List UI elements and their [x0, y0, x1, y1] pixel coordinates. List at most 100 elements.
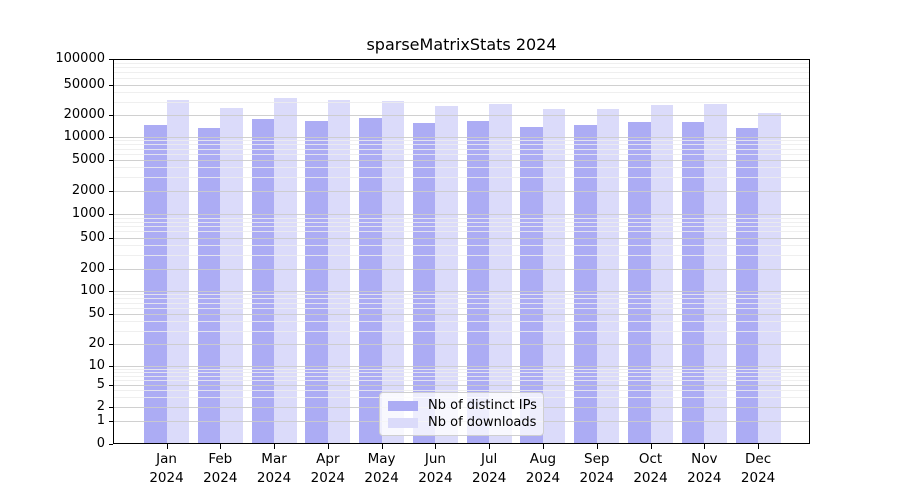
gridline-major [113, 313, 810, 315]
y-tick-mark [109, 385, 113, 386]
bar-distinct-ips-jul [466, 120, 490, 444]
y-tick-label: 10 [88, 358, 105, 373]
gridline-minor [113, 372, 810, 374]
y-tick-mark [109, 420, 113, 422]
gridline-minor [113, 390, 810, 392]
legend-item-downloads: Nb of downloads [388, 415, 537, 430]
gridline-minor [113, 375, 810, 377]
y-tick-mark [109, 214, 113, 216]
x-tick-label: Jun 2024 [418, 451, 453, 486]
legend-swatch-downloads [388, 417, 418, 428]
x-tick-mark [327, 444, 329, 449]
gridline-minor [113, 217, 810, 219]
gridline-minor [113, 140, 810, 142]
bar-distinct-ips-aug [520, 126, 543, 444]
y-tick-label: 10000 [63, 128, 105, 144]
gridline-major [113, 385, 810, 386]
y-tick-label: 500 [80, 229, 105, 245]
gridline-major [113, 160, 810, 161]
y-tick-mark [109, 268, 113, 270]
y-tick-mark [109, 313, 113, 315]
y-tick-label: 200 [80, 260, 105, 276]
bar-distinct-ips-jun [412, 123, 436, 444]
legend-swatch-distinct-ips [388, 400, 418, 411]
bar-downloads-dec [758, 112, 781, 444]
y-tick-mark [109, 291, 113, 292]
y-tick-label: 2000 [71, 182, 105, 198]
bar-distinct-ips-sep [574, 124, 597, 444]
y-tick-label: 5000 [71, 152, 105, 167]
bar-downloads-apr [327, 99, 351, 444]
gridline-major [113, 214, 810, 216]
bar-distinct-ips-jan [144, 124, 167, 444]
y-tick-label: 50000 [63, 77, 105, 92]
y-tick-mark [109, 237, 113, 239]
y-tick-label: 100000 [55, 51, 105, 66]
x-tick-label: Mar 2024 [256, 451, 292, 486]
gridline-minor [113, 298, 810, 300]
gridline-minor [113, 368, 810, 370]
gridline-minor [113, 294, 810, 296]
gridline-minor [113, 144, 810, 146]
bar-distinct-ips-oct [628, 121, 651, 444]
bar-downloads-jun [435, 105, 458, 444]
bar-downloads-nov [704, 103, 727, 444]
gridline-major [113, 85, 810, 86]
x-tick-label: May 2024 [364, 451, 399, 486]
x-tick-mark [758, 444, 760, 449]
y-tick-mark [109, 407, 113, 408]
y-tick-mark [109, 160, 113, 161]
y-tick-mark [109, 444, 113, 445]
gridline-minor [113, 101, 810, 103]
bar-distinct-ips-dec [735, 127, 759, 444]
gridline-minor [113, 245, 810, 247]
gridline-minor [113, 67, 810, 69]
bar-distinct-ips-mar [251, 119, 275, 444]
gridline-major [113, 366, 810, 367]
legend-label-downloads: Nb of downloads [428, 415, 537, 430]
bar-downloads-oct [650, 104, 674, 444]
x-tick-label: Jul 2024 [471, 451, 507, 486]
x-tick-label: Aug 2024 [525, 451, 561, 486]
gridline-minor [113, 167, 810, 169]
x-tick-mark [435, 444, 437, 449]
gridline-minor [113, 62, 810, 64]
gridline-minor [113, 92, 810, 94]
legend-label-distinct-ips: Nb of distinct IPs [428, 398, 537, 413]
gridline-minor [113, 78, 810, 80]
gridline-major [113, 237, 810, 239]
chart-title: sparseMatrixStats 2024 [366, 35, 557, 54]
gridline-minor [113, 148, 810, 150]
x-tick-label: Oct 2024 [633, 451, 668, 486]
y-tick-label: 1 [96, 412, 105, 428]
gridline-minor [113, 302, 810, 304]
gridline-minor [113, 221, 810, 223]
gridline-minor [113, 72, 810, 74]
y-tick-mark [109, 190, 113, 192]
gridline-major [113, 268, 810, 270]
bar-downloads-feb [220, 108, 243, 444]
gridline-minor [113, 153, 810, 155]
y-tick-label: 20 [88, 336, 105, 351]
bar-distinct-ips-may [359, 118, 382, 444]
x-tick-mark [542, 444, 544, 449]
legend-item-distinct-ips: Nb of distinct IPs [388, 398, 537, 413]
y-tick-label: 5 [96, 377, 105, 392]
y-tick-mark [109, 85, 113, 86]
y-tick-mark [109, 115, 113, 116]
x-tick-label: Sep 2024 [579, 451, 614, 486]
gridline-major [113, 190, 810, 192]
y-tick-label: 20000 [63, 107, 105, 122]
x-tick-label: Dec 2024 [740, 451, 776, 486]
gridline-major [113, 291, 810, 292]
bar-distinct-ips-nov [681, 121, 705, 444]
gridline-major [113, 344, 810, 345]
x-tick-label: Jan 2024 [149, 451, 184, 486]
y-tick-mark [109, 344, 113, 345]
x-tick-label: Apr 2024 [310, 451, 345, 486]
gridline-major [113, 115, 810, 116]
y-tick-label: 2 [96, 399, 105, 414]
gridline-minor [113, 226, 810, 228]
x-tick-mark [220, 444, 222, 449]
